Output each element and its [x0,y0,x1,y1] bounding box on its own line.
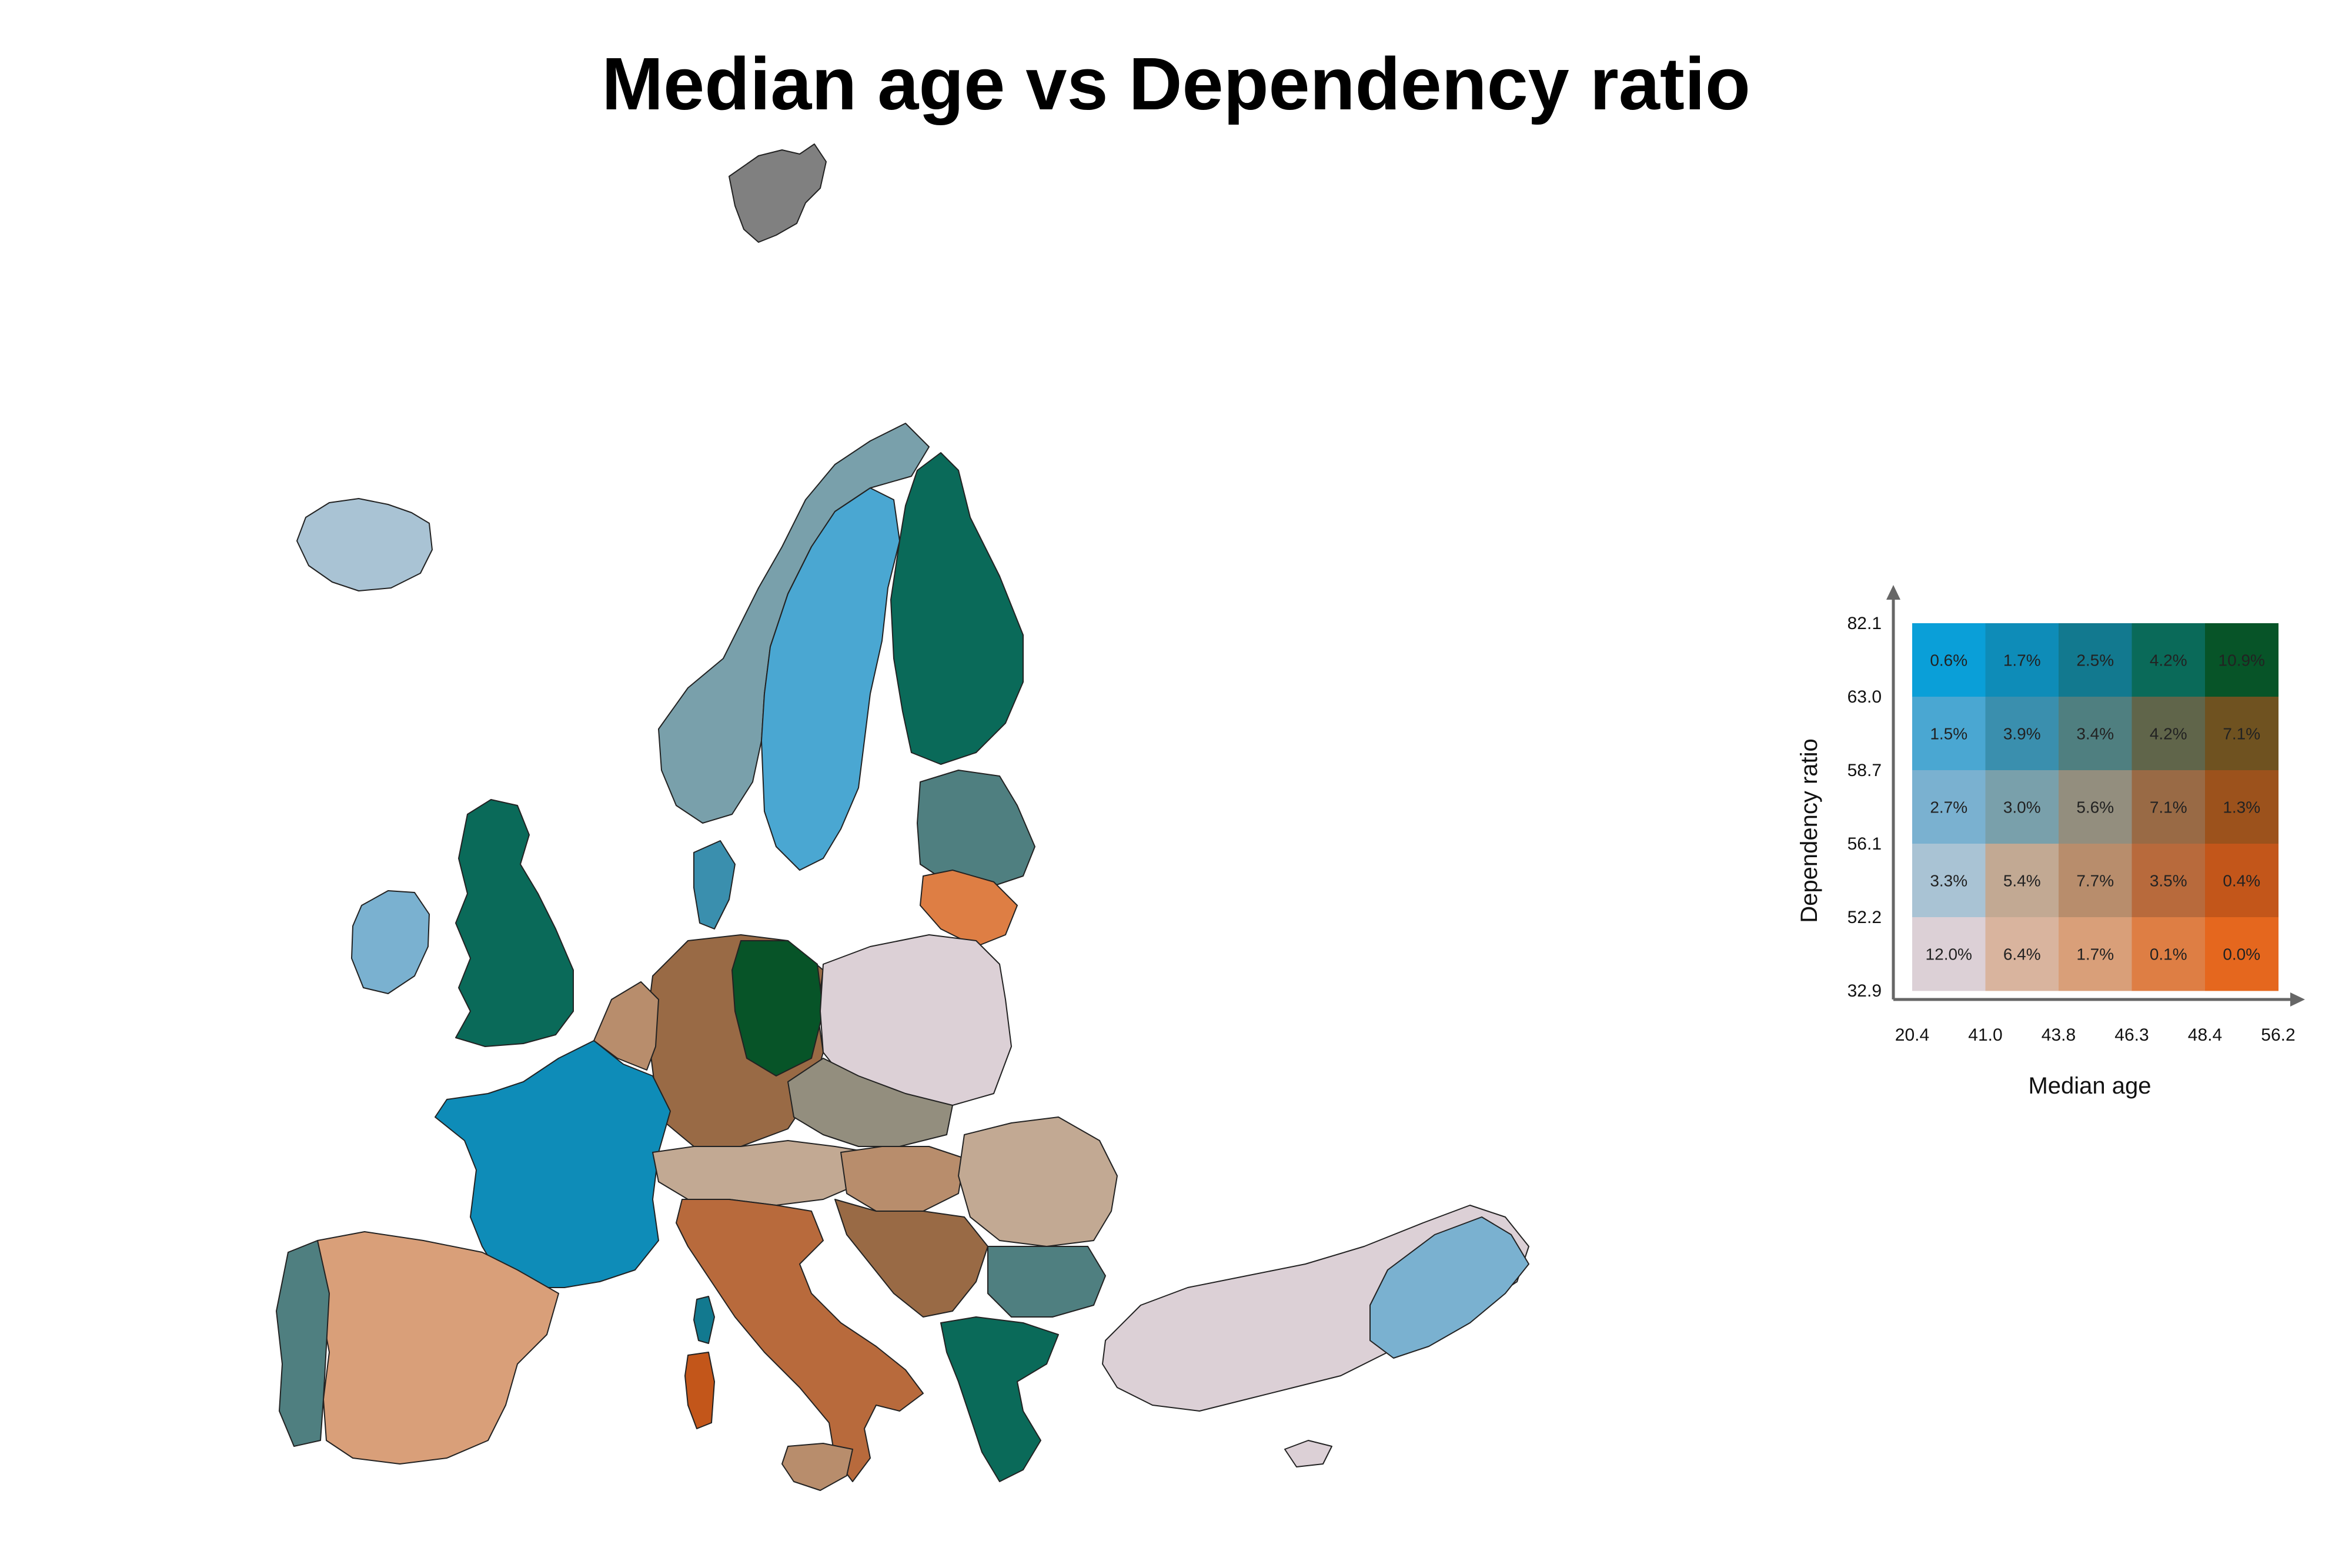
legend-cell-label: 0.0% [2223,945,2260,964]
legend-cell [2059,917,2132,991]
legend-y-tick: 58.7 [1847,761,1882,780]
legend-cell-label: 1.5% [1930,725,1967,743]
legend-cell [1912,623,1986,697]
legend-cell-label: 0.6% [1930,651,1967,670]
legend-cell-label: 7.7% [2076,872,2114,890]
legend-cell [1985,623,2059,697]
legend-cell-label: 5.6% [2076,798,2114,817]
legend-cell [2205,697,2278,771]
legend-cell-label: 1.7% [2076,945,2114,964]
legend-cell-label: 3.4% [2076,725,2114,743]
map-region-great-britain [455,799,574,1047]
chart-title: Median age vs Dependency ratio [602,42,1750,125]
map-region-germany-east [731,940,824,1076]
legend-cell-label: 3.5% [2150,872,2187,890]
legend-cell-label: 1.3% [2223,798,2260,817]
map-region-svalbard [729,143,827,243]
map-region-bulgaria [987,1246,1106,1318]
map-region-iceland [296,498,433,591]
legend-cell [2059,770,2132,844]
legend-cell [1912,844,1986,918]
legend-cell-label: 4.2% [2150,725,2187,743]
map-region-portugal [276,1240,330,1447]
legend-cell [2205,623,2278,697]
legend-cell [2059,844,2132,918]
legend-cell [2205,844,2278,918]
legend-cell-label: 4.2% [2150,651,2187,670]
legend-x-axis-label: Median age [2028,1073,2151,1099]
legend-cell [1985,844,2059,918]
legend-cell [2132,697,2206,771]
legend-cell [2132,844,2206,918]
legend-cell-label: 6.4% [2003,945,2041,964]
legend-cell-label: 3.9% [2003,725,2041,743]
map-region-romania [958,1116,1118,1247]
legend-cell-label: 3.0% [2003,798,2041,817]
legend-x-tick: 46.3 [2114,1025,2149,1045]
legend-cell [1912,770,1986,844]
map-region-cyprus [1284,1440,1332,1467]
legend-y-axis-arrow [1886,585,1900,600]
legend-y-tick: 52.2 [1847,908,1882,927]
map-region-poland [820,934,1012,1106]
legend-cell [1985,770,2059,844]
legend-cell [2132,623,2206,697]
legend-cell-label: 12.0% [1926,945,1972,964]
map-region-turkey-east [1369,1216,1529,1359]
map-region-czechia-slovakia [787,1058,953,1147]
legend-x-tick: 20.4 [1895,1025,1929,1045]
legend-x-tick: 56.2 [2261,1025,2295,1045]
map-region-sardinia [684,1352,715,1429]
legend-cell [2132,770,2206,844]
legend-x-tick: 43.8 [2042,1025,2076,1045]
legend-cell [2059,623,2132,697]
legend-y-tick: 63.0 [1847,687,1882,707]
legend-cell [1985,697,2059,771]
legend-cell-label: 2.7% [1930,798,1967,817]
legend-cell [1985,917,2059,991]
legend-cell-label: 3.3% [1930,872,1967,890]
map-region-hungary [840,1146,965,1212]
legend-cell-label: 0.1% [2150,945,2187,964]
legend-x-axis-arrow [2290,992,2305,1007]
legend-cell [2205,917,2278,991]
legend-cell [2205,770,2278,844]
map-region-baltics [917,770,1035,888]
legend-cell-label: 5.4% [2003,872,2041,890]
map-region-lithuania [920,870,1018,947]
legend-cell [2132,917,2206,991]
map-region-greece [940,1316,1059,1482]
legend-cell-label: 10.9% [2219,651,2265,670]
legend-cell-label: 2.5% [2076,651,2114,670]
map-region-balkans [834,1199,988,1318]
legend-y-tick: 56.1 [1847,834,1882,854]
map-region-sicily [781,1443,853,1491]
legend-x-tick: 48.4 [2188,1025,2222,1045]
legend-cell-label: 0.4% [2223,872,2260,890]
legend-cell [2059,697,2132,771]
legend-cell-label: 7.1% [2223,725,2260,743]
legend-cell [1912,697,1986,771]
map-region-finland [890,452,1024,765]
legend-cell-label: 7.1% [2150,798,2187,817]
legend-y-tick: 82.1 [1847,614,1882,633]
map-region-denmark [693,840,736,930]
legend-y-tick: 32.9 [1847,981,1882,1001]
map-region-corsica [693,1296,715,1344]
legend-y-axis-label: Dependency ratio [1796,738,1822,923]
map-region-italy [676,1199,924,1482]
map-region-sweden [761,487,900,871]
map-region-ireland [351,890,430,994]
legend-cell [1912,917,1986,991]
legend-x-tick: 41.0 [1968,1025,2002,1045]
legend-cell-label: 1.7% [2003,651,2041,670]
